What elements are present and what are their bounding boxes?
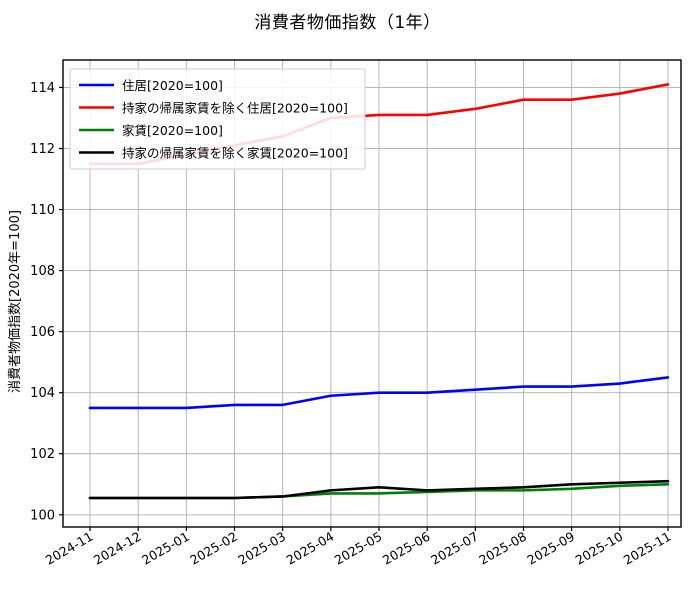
y-tick-label: 112 (30, 142, 55, 157)
y-tick-label: 102 (30, 447, 55, 462)
y-tick-label: 100 (30, 508, 55, 523)
x-ticks-group: 2024-112024-122025-012025-022025-032025-… (43, 527, 674, 568)
y-tick-label: 106 (30, 325, 55, 340)
plot-frame (62, 59, 682, 528)
x-tick-label: 2025-05 (332, 529, 385, 568)
legend-label-3: 家賃[2020=100] (122, 123, 223, 138)
y-tick-label: 110 (30, 203, 55, 218)
x-tick-label: 2024-11 (43, 529, 96, 568)
x-tick-label: 2025-08 (476, 529, 529, 568)
x-tick-label: 2025-04 (284, 529, 337, 568)
x-tick-label: 2025-02 (187, 529, 240, 568)
series-line-1 (88, 376, 670, 410)
series-line-4 (88, 479, 670, 500)
y-ticks-group: 100 102 104 106 108 110 112 114 (30, 81, 63, 523)
x-tick-label: 2025-11 (621, 529, 674, 568)
x-tick-label: 2025-10 (573, 529, 626, 568)
chart-legend[interactable]: 住居[2020=100] 持家の帰属家賃を除く住居[2020=100] 家賃[202… (69, 68, 366, 170)
y-tick-label: 114 (30, 81, 55, 96)
x-tick-label: 2025-03 (235, 529, 288, 568)
x-tick-label: 2025-01 (139, 529, 192, 568)
x-tick-label: 2025-09 (524, 529, 577, 568)
y-tick-label: 108 (30, 264, 55, 279)
x-tick-label: 2024-12 (91, 529, 144, 568)
x-tick-label: 2025-06 (380, 529, 433, 568)
legend-label-4: 持家の帰属家賃を除く家賃[2020=100] (122, 146, 348, 161)
x-tick-label: 2025-07 (428, 529, 481, 568)
legend-label-1: 住居[2020=100] (122, 78, 223, 93)
legend-label-2: 持家の帰属家賃を除く住居[2020=100] (122, 101, 348, 116)
chart-title: 消費者物価指数（1年） (254, 13, 441, 33)
y-tick-label: 104 (30, 386, 55, 401)
